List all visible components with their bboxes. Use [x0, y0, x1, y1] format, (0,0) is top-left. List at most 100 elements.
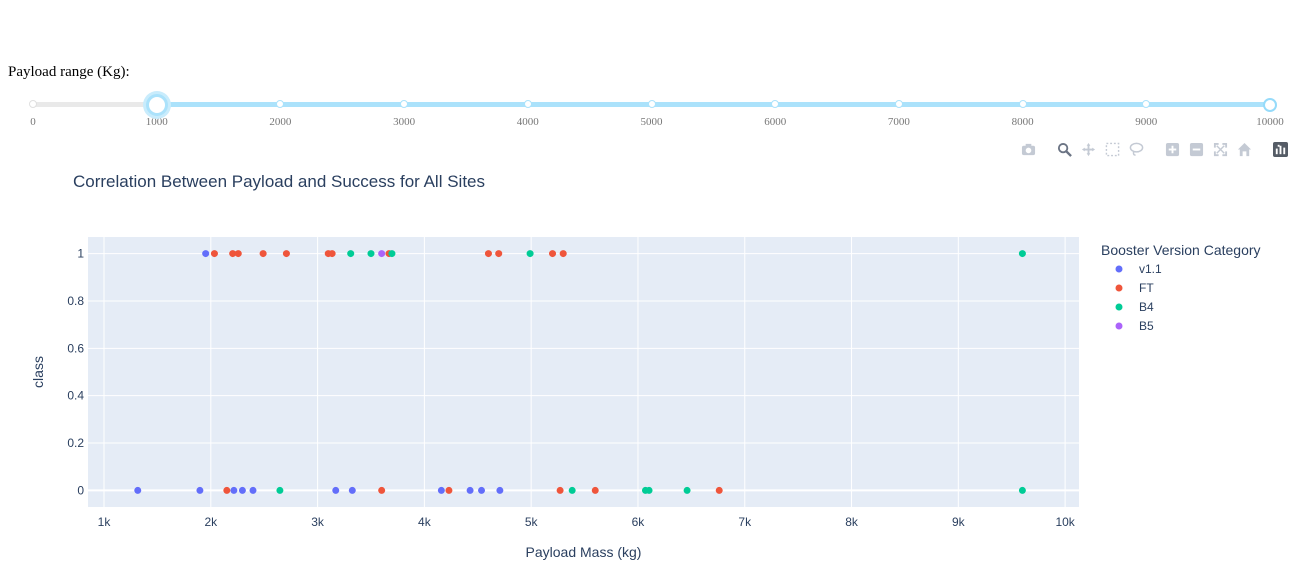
y-tick-label: 0.4 — [67, 389, 84, 403]
plotly-logo-icon[interactable] — [1271, 140, 1289, 158]
data-point-B4[interactable] — [388, 250, 396, 258]
slider-mark-label[interactable]: 9000 — [1135, 116, 1158, 128]
data-point-B4[interactable] — [526, 250, 534, 258]
zoom-icon[interactable] — [1055, 140, 1073, 158]
slider-mark-label[interactable]: 5000 — [640, 116, 663, 128]
data-point-B4[interactable] — [1018, 486, 1026, 494]
slider-mark-label[interactable]: 0 — [30, 116, 36, 128]
data-point-FT[interactable] — [328, 250, 336, 258]
slider-mark-dot[interactable] — [29, 100, 37, 108]
pan-icon[interactable] — [1079, 140, 1097, 158]
x-tick-label: 7k — [738, 515, 752, 529]
slider-handle-high[interactable] — [1263, 98, 1277, 112]
data-point-v1-1[interactable] — [437, 486, 445, 494]
legend-item-label[interactable]: v1.1 — [1139, 262, 1162, 276]
chart-title: Correlation Between Payload and Success … — [73, 172, 485, 191]
data-point-FT[interactable] — [234, 250, 242, 258]
reset-axes-icon[interactable] — [1235, 140, 1253, 158]
slider-mark-dot[interactable] — [647, 100, 656, 108]
y-tick-label: 1 — [77, 247, 84, 261]
data-point-FT[interactable] — [229, 250, 237, 258]
lasso-icon[interactable] — [1127, 140, 1145, 158]
autoscale-icon[interactable] — [1211, 140, 1229, 158]
data-point-FT[interactable] — [223, 486, 231, 494]
data-point-v1-1[interactable] — [196, 486, 204, 494]
legend-item-label[interactable]: B5 — [1139, 319, 1154, 333]
y-tick-label: 0 — [77, 483, 84, 497]
data-point-FT[interactable] — [591, 486, 599, 494]
x-tick-label: 3k — [311, 515, 325, 529]
slider-mark-label[interactable]: 6000 — [764, 116, 787, 128]
legend-marker-B4[interactable] — [1115, 303, 1123, 311]
legend-marker-FT[interactable] — [1115, 284, 1123, 292]
zoom-out-icon[interactable] — [1187, 140, 1205, 158]
modebar — [1019, 140, 1289, 158]
camera-icon[interactable] — [1019, 140, 1037, 158]
slider-mark-dot[interactable] — [894, 100, 903, 108]
slider-mark-label[interactable]: 2000 — [269, 116, 292, 128]
slider-mark-dot[interactable] — [276, 100, 285, 108]
legend-marker-v1-1[interactable] — [1115, 265, 1123, 273]
y-axis-label: class — [30, 356, 46, 388]
slider-mark-dot[interactable] — [1018, 100, 1027, 108]
slider-mark-label[interactable]: 4000 — [516, 116, 539, 128]
scatter-chart: Correlation Between Payload and Success … — [30, 172, 1261, 560]
x-axis-label: Payload Mass (kg) — [526, 544, 642, 560]
data-point-FT[interactable] — [559, 250, 567, 258]
slider-mark-label[interactable]: 10000 — [1256, 116, 1284, 128]
data-point-v1-1[interactable] — [134, 486, 142, 494]
box-select-icon[interactable] — [1103, 140, 1121, 158]
x-tick-label: 2k — [204, 515, 218, 529]
data-point-B5[interactable] — [378, 250, 386, 258]
data-point-v1-1[interactable] — [230, 486, 238, 494]
slider-handle-low[interactable] — [145, 94, 168, 116]
data-point-FT[interactable] — [445, 486, 453, 494]
data-point-v1-1[interactable] — [332, 486, 340, 494]
legend-item-label[interactable]: FT — [1139, 281, 1154, 295]
y-tick-label: 0.2 — [67, 436, 84, 450]
legend-title: Booster Version Category — [1101, 242, 1261, 258]
slider-mark-dot[interactable] — [771, 100, 780, 108]
zoom-in-icon[interactable] — [1163, 140, 1181, 158]
data-point-FT[interactable] — [715, 486, 723, 494]
slider-selected-track[interactable] — [156, 102, 1270, 107]
slider-mark-label[interactable]: 8000 — [1011, 116, 1034, 128]
data-point-FT[interactable] — [378, 486, 386, 494]
slider-label: Payload range (Kg): — [8, 64, 130, 80]
data-point-v1-1[interactable] — [249, 486, 257, 494]
data-point-B4[interactable] — [683, 486, 691, 494]
data-point-v1-1[interactable] — [496, 486, 504, 494]
data-point-v1-1[interactable] — [478, 486, 486, 494]
data-point-B4[interactable] — [347, 250, 355, 258]
plot-area[interactable] — [88, 237, 1079, 507]
data-point-B4[interactable] — [367, 250, 375, 258]
slider-mark-dot[interactable] — [523, 100, 532, 108]
slider-mark-dot[interactable] — [1142, 100, 1151, 108]
legend-marker-B5[interactable] — [1115, 322, 1123, 330]
y-tick-label: 0.8 — [67, 294, 84, 308]
x-tick-label: 1k — [98, 515, 112, 529]
data-point-B4[interactable] — [645, 486, 653, 494]
x-tick-label: 8k — [845, 515, 859, 529]
data-point-v1-1[interactable] — [348, 486, 356, 494]
slider-mark-label[interactable]: 3000 — [393, 116, 416, 128]
data-point-FT[interactable] — [282, 250, 290, 258]
slider-mark-label[interactable]: 1000 — [145, 116, 168, 128]
x-tick-label: 9k — [952, 515, 966, 529]
slider-mark-dot[interactable] — [400, 100, 409, 108]
slider-mark-label[interactable]: 7000 — [887, 116, 910, 128]
data-point-v1-1[interactable] — [466, 486, 474, 494]
data-point-FT[interactable] — [549, 250, 557, 258]
data-point-v1-1[interactable] — [202, 250, 210, 258]
x-tick-label: 10k — [1055, 515, 1075, 529]
data-point-B4[interactable] — [276, 486, 284, 494]
data-point-B4[interactable] — [1018, 250, 1026, 258]
data-point-FT[interactable] — [556, 486, 564, 494]
data-point-B4[interactable] — [568, 486, 576, 494]
data-point-FT[interactable] — [210, 250, 218, 258]
data-point-FT[interactable] — [484, 250, 492, 258]
data-point-FT[interactable] — [259, 250, 267, 258]
legend-item-label[interactable]: B4 — [1139, 300, 1154, 314]
data-point-v1-1[interactable] — [238, 486, 246, 494]
data-point-FT[interactable] — [495, 250, 503, 258]
